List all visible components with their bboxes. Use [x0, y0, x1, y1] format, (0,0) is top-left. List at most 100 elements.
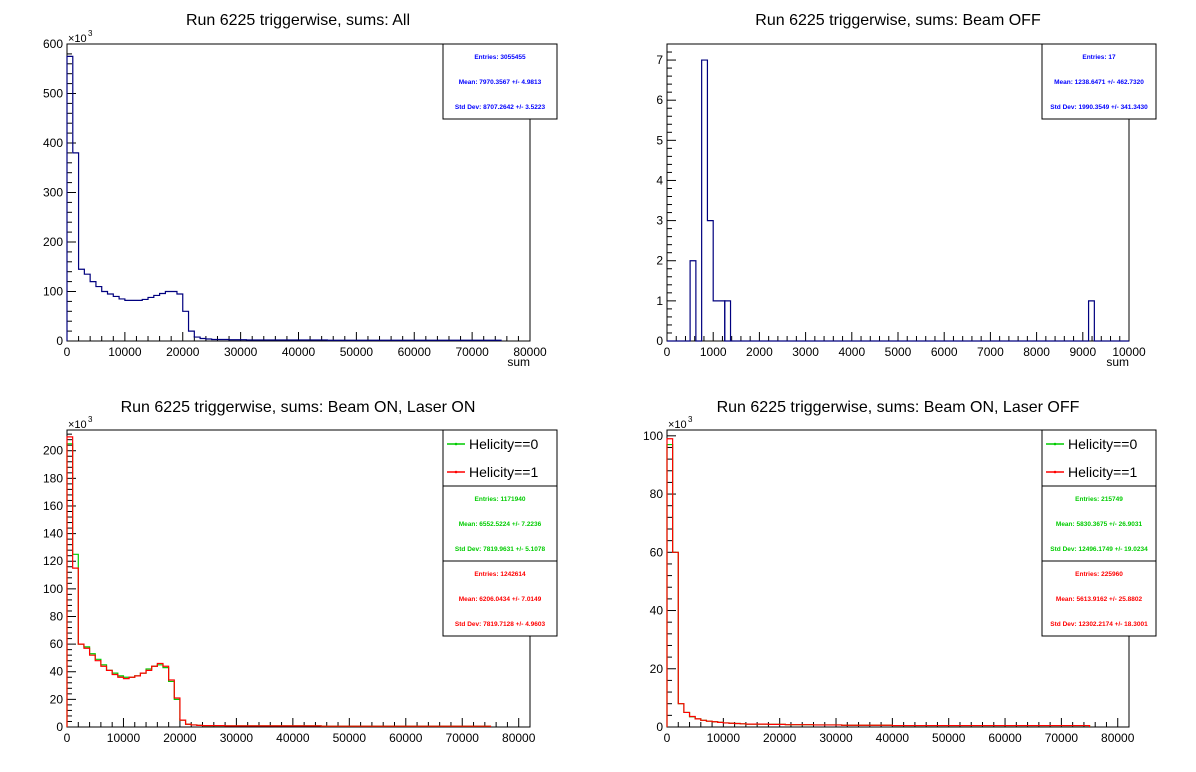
- x-tick-label: 10000: [707, 731, 741, 745]
- chart-title: Run 6225 triggerwise, sums: Beam ON, Las…: [717, 399, 1080, 416]
- stats-line: Entries: 1242614: [474, 571, 526, 578]
- y-tick-label: 500: [43, 87, 63, 101]
- x-tick-label: 30000: [224, 345, 258, 359]
- y-exponent-power: 3: [88, 415, 93, 424]
- legend-label: Helicity==0: [469, 436, 538, 452]
- stats-line: Std Dev: 7819.7128 +/- 4.9603: [455, 621, 546, 628]
- x-tick-label: 7000: [977, 345, 1004, 359]
- y-tick-label: 7: [656, 53, 663, 67]
- histogram-series-helicity--1: [66, 436, 492, 727]
- legend-marker: [454, 470, 458, 474]
- y-tick-label: 100: [43, 582, 63, 596]
- legend-marker: [1053, 442, 1057, 446]
- stats-line: Mean: 7970.3567 +/- 4.9813: [459, 79, 542, 86]
- y-tick-label: 0: [656, 334, 663, 348]
- x-tick-label: 20000: [166, 345, 200, 359]
- stats-box: [1041, 485, 1157, 562]
- x-tick-label: 40000: [876, 731, 910, 745]
- x-tick-label: 30000: [819, 731, 853, 745]
- x-tick-label: 80000: [513, 345, 547, 359]
- stats-box: [442, 560, 558, 637]
- legend-label: Helicity==0: [1068, 436, 1137, 452]
- stats-box: [1041, 560, 1157, 637]
- x-tick-label: 10000: [107, 731, 141, 745]
- legend-marker: [454, 442, 458, 446]
- stats-line: Std Dev: 1990.3549 +/- 341.3430: [1050, 104, 1148, 111]
- x-tick-label: 0: [64, 345, 71, 359]
- histogram-bin: [724, 300, 732, 341]
- legend-box: [442, 429, 558, 487]
- histogram-series-helicity--0: [66, 443, 492, 727]
- y-tick-label: 5: [656, 133, 663, 147]
- x-tick-label: 2000: [746, 345, 773, 359]
- y-tick-label: 120: [43, 554, 63, 568]
- y-tick-label: 600: [43, 37, 63, 51]
- y-tick-label: 40: [650, 604, 664, 618]
- legend-box: [1041, 429, 1157, 487]
- y-tick-label: 100: [43, 285, 63, 299]
- stats-line: Entries: 1171940: [475, 496, 526, 503]
- y-tick-label: 400: [43, 136, 63, 150]
- y-tick-label: 0: [656, 720, 663, 734]
- x-tick-label: 0: [664, 731, 671, 745]
- y-tick-label: 60: [650, 545, 664, 559]
- y-tick-label: 40: [50, 665, 64, 679]
- y-tick-label: 100: [643, 429, 663, 443]
- x-tick-label: 10000: [1112, 345, 1146, 359]
- stats-line: Mean: 1238.6471 +/- 462.7320: [1054, 79, 1144, 86]
- x-tick-label: 50000: [932, 731, 966, 745]
- chart-panel-1: Run 6225 triggerwise, sums: All 0 10000 200…: [43, 12, 558, 369]
- y-tick-label: 60: [50, 637, 64, 651]
- y-tick-label: 20: [650, 662, 664, 676]
- y-exponent-power: 3: [88, 29, 93, 38]
- x-tick-label: 80000: [1101, 731, 1135, 745]
- stats-line: Entries: 17: [1082, 54, 1116, 61]
- y-tick-label: 2: [656, 254, 663, 268]
- y-tick-label: 20: [50, 692, 64, 706]
- stats-line: Entries: 215749: [1075, 496, 1123, 503]
- y-tick-label: 200: [43, 235, 63, 249]
- chart-title: Run 6225 triggerwise, sums: Beam OFF: [755, 12, 1041, 29]
- y-tick-label: 200: [43, 444, 63, 458]
- x-tick-label: 40000: [276, 731, 310, 745]
- legend-label: Helicity==1: [1068, 464, 1137, 480]
- x-tick-label: 10000: [108, 345, 142, 359]
- x-tick-label: 70000: [1045, 731, 1079, 745]
- y-tick-label: 1: [656, 294, 663, 308]
- y-tick-label: 3: [656, 214, 663, 228]
- chart-panel-2: Run 6225 triggerwise, sums: Beam OFF 0 100…: [656, 12, 1157, 369]
- x-tick-label: 60000: [398, 345, 432, 359]
- x-tick-label: 1000: [700, 345, 727, 359]
- x-tick-label: 3000: [792, 345, 819, 359]
- x-tick-label: 6000: [931, 345, 958, 359]
- x-tick-label: 70000: [446, 731, 480, 745]
- y-tick-label: 0: [56, 720, 63, 734]
- stats-line: Mean: 5830.3675 +/- 26.9031: [1056, 521, 1143, 528]
- y-tick-label: 160: [43, 499, 63, 513]
- stats-box: [442, 485, 558, 562]
- x-tick-label: 5000: [885, 345, 912, 359]
- stats-line: Std Dev: 7819.9631 +/- 5.1078: [455, 546, 546, 553]
- x-tick-label: 70000: [455, 345, 489, 359]
- chart-title: Run 6225 triggerwise, sums: Beam ON, Las…: [121, 399, 476, 416]
- y-tick-label: 4: [656, 173, 663, 187]
- stats-line: Std Dev: 12302.2174 +/- 18.3001: [1050, 621, 1148, 628]
- y-exponent-power: 3: [688, 415, 693, 424]
- y-tick-label: 0: [56, 334, 63, 348]
- x-tick-label: 80000: [502, 731, 536, 745]
- x-tick-label: 40000: [282, 345, 316, 359]
- y-tick-label: 180: [43, 471, 63, 485]
- stats-line: Mean: 6552.5224 +/- 7.2236: [459, 521, 542, 528]
- histogram-series-helicity--1: [666, 438, 1091, 727]
- stats-line: Entries: 225960: [1075, 571, 1123, 578]
- x-tick-label: 0: [64, 731, 71, 745]
- x-axis-label: sum: [1106, 355, 1129, 369]
- x-tick-label: 60000: [988, 731, 1022, 745]
- x-tick-label: 20000: [763, 731, 797, 745]
- chart-title: Run 6225 triggerwise, sums: All: [186, 12, 410, 29]
- histogram-series-helicity--0: [666, 443, 1091, 727]
- y-tick-label: 80: [650, 487, 664, 501]
- stats-box: [1041, 43, 1157, 120]
- stats-line: Std Dev: 8707.2642 +/- 3.5223: [455, 104, 546, 111]
